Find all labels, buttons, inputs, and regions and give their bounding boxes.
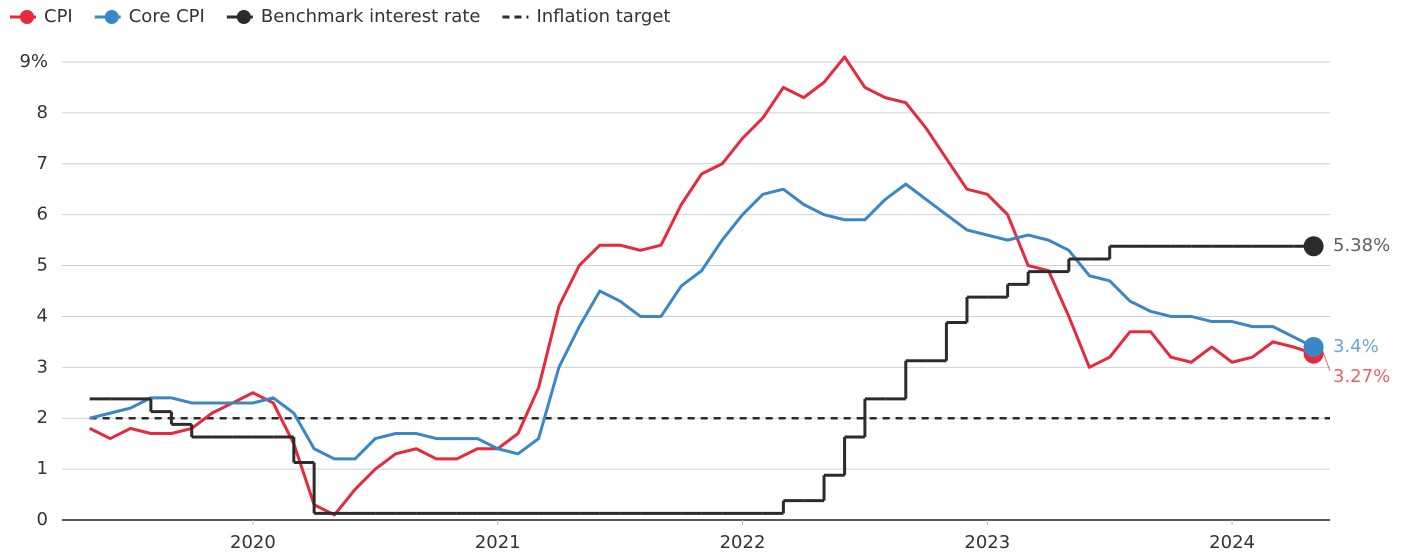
x-tick-label: 2023: [964, 532, 1010, 553]
y-tick-label: 5: [37, 255, 48, 276]
legend-swatch: [236, 10, 251, 24]
x-tick-label: 2024: [1209, 532, 1255, 553]
legend-label: Benchmark interest rate: [261, 6, 481, 27]
end-dot: [1303, 336, 1324, 357]
y-tick-label: 9%: [19, 51, 48, 72]
y-tick-label: 6: [37, 204, 48, 225]
series-line: [88, 55, 1315, 517]
legend-label: CPI: [44, 6, 73, 27]
end-label: 3.4%: [1333, 336, 1379, 357]
legend-swatch: [104, 10, 119, 24]
label-connector: [1323, 353, 1331, 372]
y-tick-label: 8: [37, 102, 48, 123]
x-tick-label: 2020: [230, 532, 276, 553]
legend-label: Inflation target: [536, 6, 670, 27]
y-tick-label: 3: [37, 356, 48, 377]
end-label: 5.38%: [1333, 235, 1390, 256]
x-tick-label: 2021: [475, 532, 521, 553]
end-dot: [1303, 236, 1324, 257]
legend-label: Core CPI: [129, 6, 205, 27]
end-label: 3.27%: [1333, 366, 1390, 387]
x-tick-label: 2022: [720, 532, 766, 553]
y-tick-label: 0: [37, 509, 48, 530]
legend-swatch: [20, 10, 34, 24]
y-tick-label: 7: [37, 153, 48, 174]
y-tick-label: 4: [37, 305, 48, 326]
y-tick-label: 2: [37, 407, 48, 428]
series-line: [89, 182, 1315, 461]
y-tick-label: 1: [37, 458, 48, 479]
